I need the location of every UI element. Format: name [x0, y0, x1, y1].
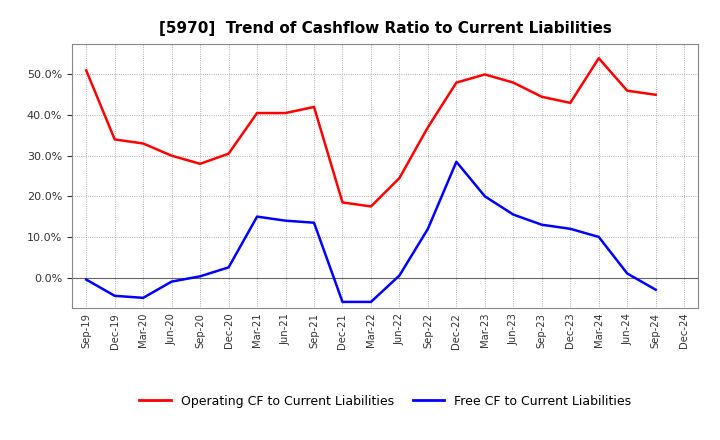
Title: [5970]  Trend of Cashflow Ratio to Current Liabilities: [5970] Trend of Cashflow Ratio to Curren… — [159, 21, 611, 36]
Legend: Operating CF to Current Liabilities, Free CF to Current Liabilities: Operating CF to Current Liabilities, Fre… — [135, 390, 636, 413]
